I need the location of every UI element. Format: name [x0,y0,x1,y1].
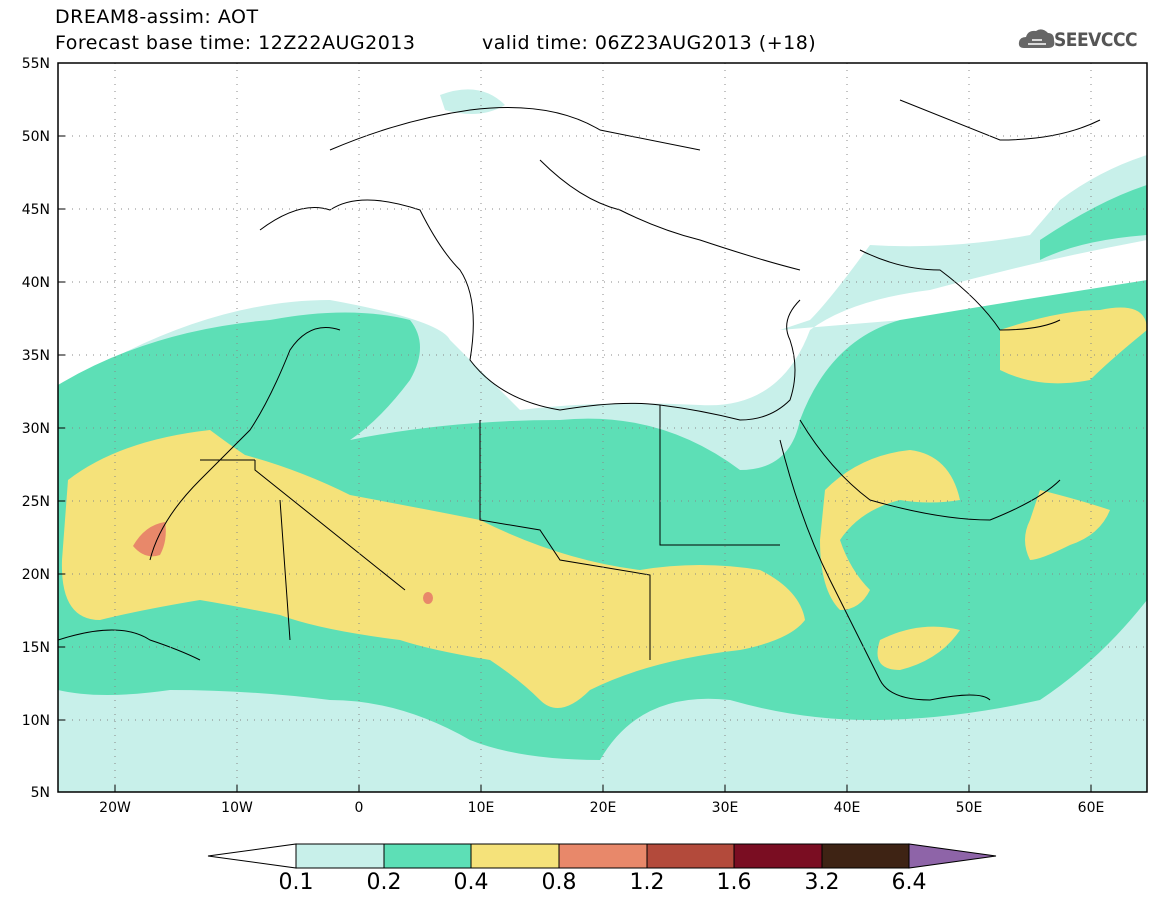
map-title: DREAM8-assim: AOT [55,6,259,28]
lon-label: 20E [590,800,617,816]
aot-band-high [61,430,805,708]
colorbar-label: 0.8 [541,870,577,895]
colorbar-label: 3.2 [804,870,840,895]
colorbar [207,843,997,869]
axis-ticks [58,135,1092,792]
lat-label: 20N [22,567,50,583]
lat-label: 45N [22,202,50,218]
lon-label: 40E [834,800,861,816]
lat-label: 30N [22,421,50,437]
lon-label: 30E [712,800,739,816]
lat-label: 50N [22,129,50,145]
colorbar-segment [733,843,823,869]
grid-lines [58,63,1147,792]
lat-label: 35N [22,348,50,364]
lon-label: 50E [956,800,983,816]
aot-band-high-arabia [820,450,960,610]
colorbar-segment [558,843,648,869]
colorbar-label: 1.6 [716,870,752,895]
lat-label: 55N [22,56,50,72]
lat-label: 10N [22,713,50,729]
aot-field [58,89,1147,792]
colorbar-segment [821,843,910,869]
coastlines [58,99,1101,701]
lat-label: 5N [31,785,50,801]
lat-label: 25N [22,494,50,510]
lon-labels: 20W 10W 0 10E 20E 30E 40E 50E 60E [99,800,1104,816]
colorbar-segment [470,843,560,869]
lon-label: 0 [355,800,364,816]
logo-text: SEEVCCC [1054,29,1138,51]
aot-band-very-high [133,522,166,557]
lon-label: 20W [99,800,131,816]
aot-band-high-ne [1000,307,1147,384]
aot-band-low-top [440,89,505,114]
aot-band-mid-ne [1040,185,1147,260]
aot-band-high-horn [877,626,960,670]
forecast-base-time: Forecast base time: 12Z22AUG2013 [55,32,416,54]
lat-label: 40N [22,275,50,291]
cloud-icon [1018,29,1055,48]
lon-label: 10W [221,800,253,816]
valid-time: valid time: 06Z23AUG2013 (+18) [482,32,817,54]
colorbar-label: 0.2 [366,870,402,895]
colorbar-label: 1.2 [629,870,665,895]
colorbar-segment [383,843,472,869]
lon-label: 10E [468,800,495,816]
aot-band-high-oman [1025,490,1110,560]
aot-band-very-high-spot [423,592,433,604]
lon-label: 60E [1078,800,1105,816]
lat-label: 15N [22,640,50,656]
colorbar-segment [646,843,735,869]
colorbar-over-arrow [908,843,997,869]
colorbar-label: 0.4 [453,870,489,895]
lat-labels: 55N 50N 45N 40N 35N 30N 25N 20N 15N 10N … [22,56,50,801]
colorbar-label: 0.1 [278,870,314,895]
aot-band-mid [58,280,1147,760]
colorbar-label: 6.4 [891,870,927,895]
colorbar-segment [295,843,385,869]
colorbar-under-arrow [207,843,297,869]
